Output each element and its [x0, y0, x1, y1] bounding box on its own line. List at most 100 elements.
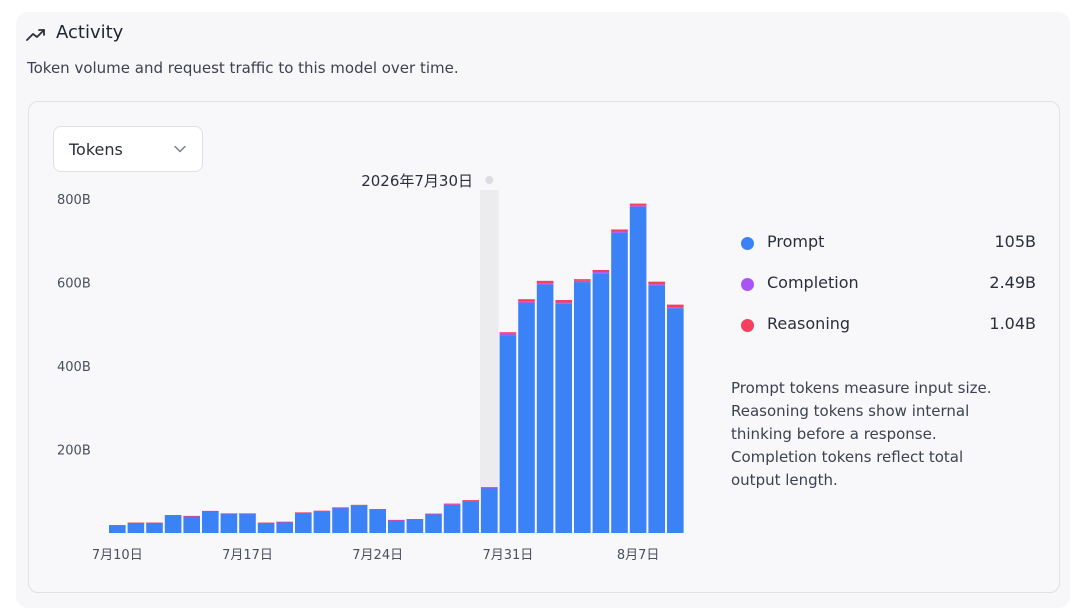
- chart-legend: Prompt 105B Completion 2.49B Reasoning 1…: [739, 232, 1049, 355]
- bar-reasoning: [443, 503, 461, 505]
- bar-reasoning: [667, 304, 684, 308]
- bar-prompt: [183, 516, 200, 533]
- legend-item-prompt[interactable]: Prompt 105B: [739, 232, 1049, 273]
- bar-prompt: [239, 513, 256, 533]
- bar-completion: [295, 512, 312, 514]
- bar-reasoning: [313, 510, 331, 512]
- prompt-color-dot: [741, 237, 754, 250]
- bar-reasoning: [164, 515, 182, 516]
- section-title: Activity: [56, 22, 124, 43]
- trending-up-icon: [26, 29, 45, 41]
- bar-reasoning: [146, 522, 163, 524]
- bar-prompt: [462, 501, 479, 533]
- bar-reasoning: [332, 507, 349, 508]
- bar-prompt: [536, 284, 554, 533]
- bar-reasoning: [239, 513, 256, 514]
- bar-completion: [332, 507, 349, 509]
- bar-prompt: [555, 303, 572, 533]
- bar-completion: [667, 307, 684, 309]
- legend-name: Reasoning: [767, 314, 851, 333]
- activity-card: 200B 400B 600B 800B 2026年7月30日 7月10日 7月17日 7月24…: [28, 101, 1060, 593]
- note-line: Prompt tokens measure input size.: [731, 379, 992, 397]
- bar-reasoning: [257, 522, 275, 524]
- bar-prompt: [611, 232, 628, 533]
- bar-prompt: [276, 522, 293, 533]
- bar-prompt: [202, 511, 219, 533]
- bar-prompt: [518, 302, 535, 533]
- bar-reasoning: [611, 229, 628, 232]
- highlight-marker: [485, 176, 494, 184]
- legend-value: 2.49B: [989, 273, 1036, 292]
- bar-prompt: [257, 522, 275, 533]
- x-tick-label: 7月10日: [92, 548, 143, 563]
- bar-prompt: [443, 504, 461, 533]
- bar-reasoning: [127, 522, 145, 524]
- bar-reasoning: [202, 510, 219, 512]
- metric-dropdown-value: Tokens: [69, 140, 123, 159]
- bar-prompt: [425, 514, 442, 533]
- bar-prompt: [388, 520, 405, 533]
- bar-reasoning: [109, 525, 126, 526]
- bar-reasoning: [629, 203, 647, 206]
- bar-completion: [481, 487, 498, 489]
- bar-prompt: [574, 282, 591, 533]
- note-line: Reasoning tokens show internal: [731, 402, 970, 420]
- bar-completion: [443, 504, 461, 506]
- bar-prompt: [295, 512, 312, 533]
- bar-completion: [462, 500, 479, 502]
- bar-reasoning: [183, 515, 200, 517]
- bar-reasoning: [295, 512, 312, 513]
- bar-prompt: [481, 488, 498, 533]
- y-tick-label: 600B: [57, 277, 91, 292]
- bar-reasoning: [425, 513, 442, 515]
- bar-prompt: [667, 308, 684, 533]
- note-line: thinking before a response.: [731, 425, 937, 443]
- activity-section: Activity Token volume and request traffi…: [16, 12, 1070, 608]
- bar-reasoning: [406, 519, 424, 520]
- completion-color-dot: [741, 278, 754, 291]
- bar-reasoning: [220, 513, 238, 514]
- bar-reasoning: [276, 521, 293, 523]
- legend-name: Prompt: [767, 232, 825, 251]
- bar-completion: [611, 231, 628, 233]
- x-tick-label: 8月7日: [617, 548, 660, 563]
- bar-reasoning: [481, 487, 498, 488]
- bar-prompt: [406, 519, 424, 533]
- bar-prompt: [592, 273, 610, 533]
- bar-reasoning: [369, 508, 386, 510]
- bar-reasoning: [350, 504, 368, 506]
- bar-completion: [313, 511, 331, 512]
- bar-completion: [369, 509, 386, 511]
- bar-completion: [592, 272, 610, 274]
- bar-completion: [388, 520, 405, 521]
- legend-item-completion[interactable]: Completion 2.49B: [739, 273, 1049, 314]
- x-tick-label: 7月24日: [352, 548, 403, 563]
- token-explanation: Prompt tokens measure input size. Reason…: [731, 377, 1021, 492]
- highlight-column: [480, 190, 499, 533]
- note-line: Completion tokens reflect total: [731, 448, 964, 466]
- bar-prompt: [146, 522, 163, 533]
- bar-reasoning: [518, 299, 535, 302]
- bar-prompt: [127, 522, 145, 533]
- bar-reasoning: [388, 519, 405, 521]
- token-bar-chart: 200B 400B 600B 800B 2026年7月30日 7月10日 7月17日 7月24…: [57, 172, 684, 563]
- bar-prompt: [369, 509, 386, 533]
- bar-reasoning: [462, 500, 479, 501]
- bar-reasoning: [555, 300, 572, 303]
- metric-dropdown[interactable]: Tokens: [53, 126, 203, 172]
- legend-item-reasoning[interactable]: Reasoning 1.04B: [739, 314, 1049, 355]
- bar-completion: [629, 205, 647, 207]
- bar-prompt: [648, 285, 665, 533]
- bar-prompt: [350, 505, 368, 533]
- bar-reasoning: [499, 332, 517, 334]
- legend-value: 105B: [994, 232, 1036, 251]
- bar-completion: [555, 302, 572, 304]
- legend-value: 1.04B: [989, 314, 1036, 333]
- bar-completion: [648, 284, 665, 286]
- highlight-date-label: 2026年7月30日: [361, 172, 473, 190]
- bar-completion: [518, 301, 535, 303]
- bar-prompt: [499, 335, 517, 533]
- x-tick-label: 7月31日: [482, 548, 533, 563]
- x-tick-label: 7月17日: [222, 548, 273, 563]
- chevron-down-icon: [174, 145, 186, 153]
